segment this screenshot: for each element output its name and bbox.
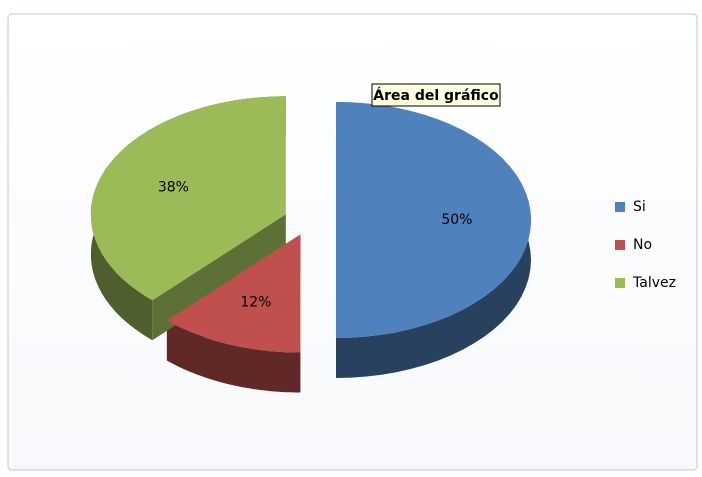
pie: 50% 12% 38% (90, 96, 531, 393)
legend-swatch (615, 278, 625, 288)
data-label: 50% (441, 212, 472, 228)
legend-label: No (633, 237, 652, 253)
legend-label: Si (633, 199, 646, 215)
data-label: 38% (158, 179, 189, 195)
slice (166, 234, 301, 353)
tooltip-text: Área del gráfico (373, 87, 499, 104)
legend-swatch (615, 202, 625, 212)
slice-outer-side (166, 320, 301, 393)
slice (90, 96, 286, 301)
data-label: 12% (240, 295, 271, 311)
legend-label: Talvez (632, 275, 676, 291)
tooltip-box (371, 83, 501, 107)
legend-swatch (615, 240, 625, 250)
legend: Si No Talvez (615, 199, 676, 291)
slice (336, 102, 531, 338)
